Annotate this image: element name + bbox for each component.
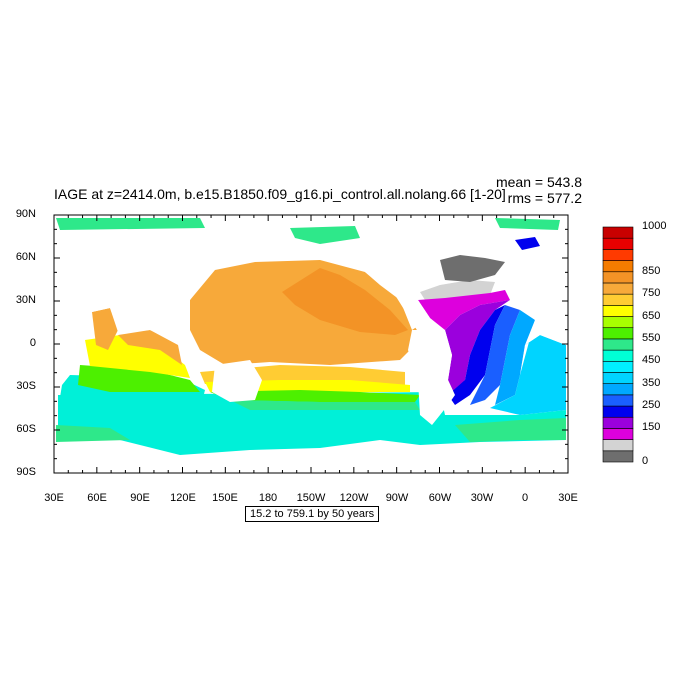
colorbar-tick-label: 1000 bbox=[642, 220, 667, 232]
colorbar-tick-label: 0 bbox=[642, 455, 649, 467]
colorbar-tick-label: 250 bbox=[642, 399, 661, 412]
colorbar-band bbox=[602, 372, 634, 384]
baffin-blue bbox=[515, 237, 540, 250]
colorbar-band bbox=[602, 316, 634, 329]
plot-title: IAGE at z=2414.0m, b.e15.B1850.f09_g16.p… bbox=[54, 186, 506, 202]
lon-label-60e: 60E bbox=[87, 492, 107, 504]
atlantic-blue2 bbox=[470, 305, 520, 405]
lon-label-60w: 60W bbox=[428, 492, 452, 504]
pacific-ocean-orange bbox=[190, 260, 420, 365]
land-africa bbox=[520, 300, 566, 375]
colorbar-band bbox=[602, 360, 634, 373]
colorbar-tick-label: 350 bbox=[642, 376, 661, 389]
colorbar-tick-label: 150 bbox=[642, 421, 661, 434]
colorbar-band bbox=[602, 416, 634, 429]
colorbar-tick-label: 750 bbox=[642, 287, 661, 300]
land-asia bbox=[54, 230, 215, 340]
lat-label-eq: 0 bbox=[29, 337, 36, 349]
atlantic-blue-core bbox=[448, 305, 505, 405]
arctic-green-3 bbox=[495, 218, 560, 230]
pacific-green-band2 bbox=[230, 400, 420, 410]
colorbar bbox=[602, 226, 634, 463]
colorbar-tick-label: 550 bbox=[642, 331, 661, 344]
lon-label-150w: 150W bbox=[296, 492, 326, 504]
land-south-america bbox=[408, 330, 455, 425]
antarctic-margin-green bbox=[56, 425, 130, 442]
indian-ocean-yellow bbox=[85, 335, 190, 378]
lat-label-60n: 60N bbox=[15, 251, 36, 263]
lon-label-0: 0 bbox=[521, 492, 529, 504]
lat-label-60s: 60S bbox=[16, 423, 36, 435]
lon-label-90w: 90W bbox=[385, 492, 409, 504]
lon-label-30w: 30W bbox=[470, 492, 494, 504]
pacific-green-band bbox=[210, 390, 420, 402]
colorbar-band bbox=[602, 338, 634, 351]
contour-range-label: 15.2 to 759.1 by 50 years bbox=[245, 506, 380, 522]
north-pacific-old-water bbox=[282, 268, 408, 335]
ocean-field bbox=[54, 215, 568, 473]
south-atlantic-cyan bbox=[490, 335, 566, 415]
lon-label-30e: 30E bbox=[44, 492, 64, 504]
colorbar-tick-label: 850 bbox=[642, 264, 661, 277]
colorbar-band bbox=[602, 439, 634, 452]
lon-label-120w: 120W bbox=[339, 492, 369, 504]
rms-value: rms = 577.2 bbox=[507, 190, 582, 206]
arctic-green bbox=[56, 218, 205, 230]
north-atlantic-magenta bbox=[418, 290, 510, 330]
lat-label-90n: 90N bbox=[15, 208, 36, 220]
colorbar-band bbox=[602, 383, 634, 396]
colorbar-band bbox=[602, 226, 634, 239]
colorbar-tick-label: 450 bbox=[642, 354, 661, 367]
lon-label-90e: 90E bbox=[130, 492, 150, 504]
lat-label-90s: 90S bbox=[16, 466, 36, 478]
lon-label-30e-east: 30E bbox=[558, 492, 578, 504]
colorbar-band bbox=[602, 260, 634, 273]
lon-label-120e: 120E bbox=[170, 492, 196, 504]
colorbar-band bbox=[602, 394, 634, 407]
colorbar-band bbox=[602, 282, 634, 295]
arabian-sea-orange bbox=[118, 330, 182, 365]
colorbar-band bbox=[602, 305, 634, 317]
antarctic-margin-green-east bbox=[455, 418, 566, 442]
colorbar-band bbox=[602, 237, 634, 250]
lat-label-30s: 30S bbox=[16, 380, 36, 392]
lon-label-150e: 150E bbox=[212, 492, 238, 504]
colorbar-tick-label: 650 bbox=[642, 309, 661, 322]
lat-label-30n: 30N bbox=[15, 294, 36, 306]
colorbar-band bbox=[602, 249, 634, 261]
land-americas-north bbox=[365, 240, 440, 330]
colorbar-band bbox=[602, 428, 634, 440]
atlantic-cyan-east bbox=[495, 310, 535, 405]
nordic-seas-gray bbox=[440, 255, 505, 282]
mean-value: mean = 543.8 bbox=[495, 174, 582, 190]
map-ticks bbox=[53, 214, 569, 474]
arctic-green-2 bbox=[290, 226, 360, 244]
colorbar-band bbox=[602, 327, 634, 340]
atlantic-purple bbox=[445, 300, 510, 395]
colorbar-band bbox=[602, 405, 634, 418]
colorbar-band bbox=[602, 349, 634, 362]
bay-of-bengal-orange bbox=[92, 308, 118, 350]
land-australia bbox=[212, 360, 262, 402]
colorbar-band bbox=[602, 450, 634, 463]
lon-label-180: 180 bbox=[258, 492, 278, 504]
indian-ocean-green bbox=[78, 365, 200, 392]
colorbar-band bbox=[602, 271, 634, 284]
colorbar-band bbox=[602, 293, 634, 306]
